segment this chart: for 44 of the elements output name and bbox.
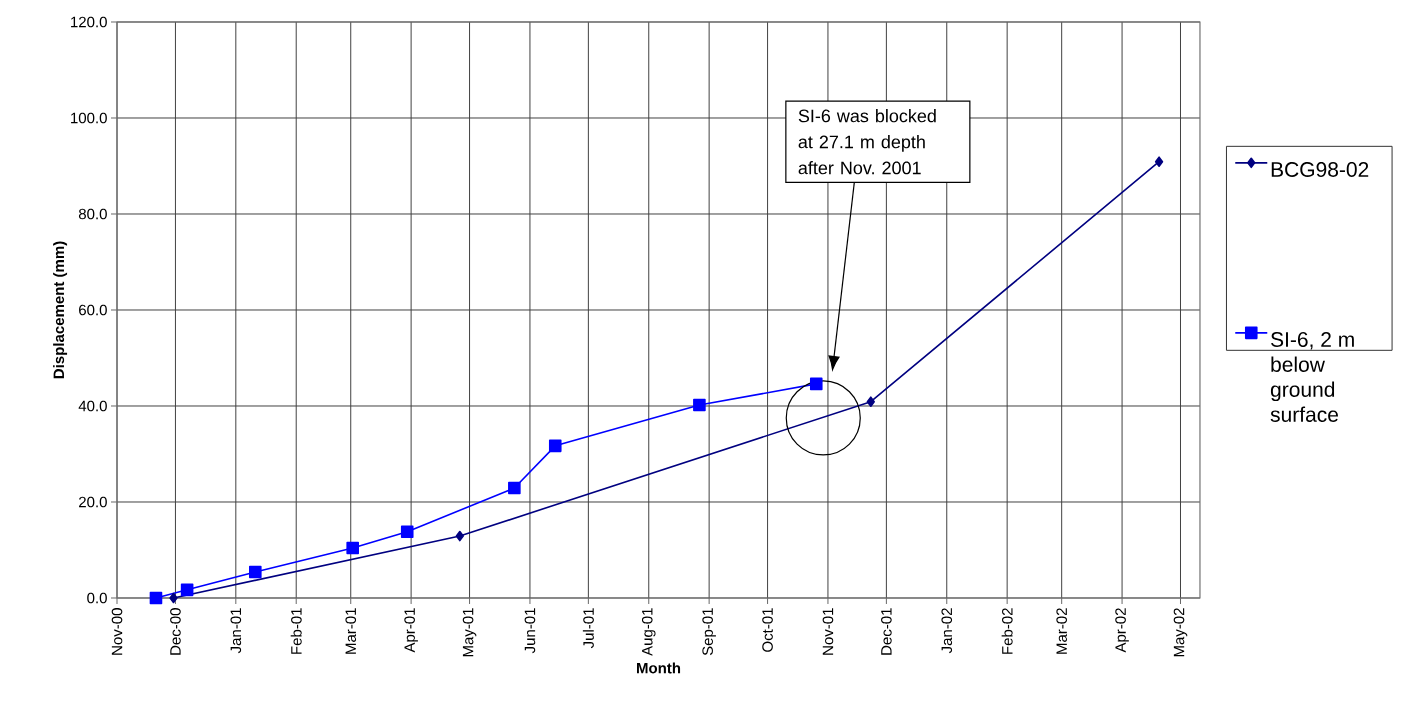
y-tick-label: 100.0 [71, 112, 107, 124]
x-tick-label: Jul-01 [582, 608, 594, 649]
point [249, 565, 262, 579]
x-tick-label: Apr-01 [404, 608, 418, 653]
point [346, 541, 359, 555]
x-tick-label: May-02 [1173, 608, 1188, 657]
x-tick-label: Aug-01 [641, 608, 656, 656]
x-tick-label: Feb-01 [290, 608, 302, 654]
point [693, 398, 706, 412]
x-tick-label: Sep-01 [702, 608, 716, 656]
x-tick-label: Dec-01 [881, 608, 892, 655]
legend-label: BCG98-02 [1271, 162, 1369, 177]
x-tick-label: Jan-02 [941, 608, 953, 654]
x-axis-title: Month [637, 662, 681, 674]
y-tick-label: 0.0 [87, 592, 107, 604]
point [180, 583, 194, 597]
y-tick-label: 120.0 [71, 16, 107, 28]
point [1154, 156, 1164, 167]
x-tick-label: Mar-01 [345, 608, 357, 654]
x-tick-label: Oct-01 [762, 608, 773, 652]
y-tick-label: 60.0 [79, 304, 107, 316]
point [866, 396, 875, 407]
annotation: SI-6 was blocked at 27.1 m depth after Nov. 2001 [798, 109, 936, 175]
point [455, 530, 464, 542]
x-tick-label: May-01 [462, 608, 477, 657]
point [508, 481, 521, 495]
point [400, 525, 414, 539]
x-tick-label: Jun-01 [524, 608, 536, 654]
point [809, 377, 823, 391]
y-tick-label: 20.0 [79, 496, 107, 508]
x-tick-label: Jan-01 [230, 608, 242, 654]
x-tick-label: Nov-00 [111, 608, 123, 655]
x-tick-label: Mar-02 [1056, 608, 1067, 654]
y-axis-title: Displacement (mm) [53, 241, 68, 379]
x-tick-label: Apr-02 [1115, 608, 1129, 653]
y-tick-label: 40.0 [78, 400, 107, 412]
point [548, 439, 562, 453]
x-tick-label: Nov-01 [822, 608, 834, 655]
point [149, 591, 163, 605]
point [169, 592, 178, 604]
x-tick-label: Feb-02 [1001, 608, 1013, 654]
x-tick-label: Dec-00 [170, 608, 181, 655]
legend-label: SI-6, 2 m below ground surface [1270, 332, 1354, 422]
y-tick-label: 80.0 [78, 208, 107, 220]
